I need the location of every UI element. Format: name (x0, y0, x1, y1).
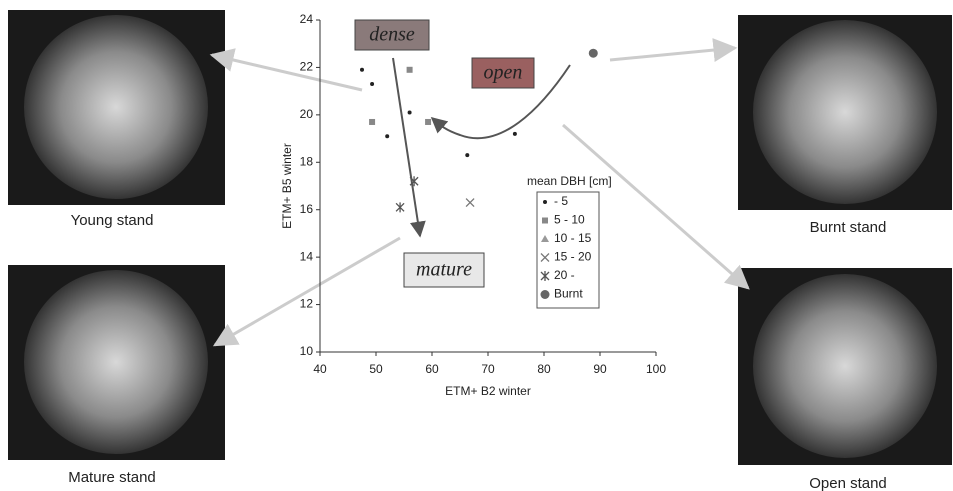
y-axis-label: ETM+ B5 winter (280, 143, 294, 229)
point (385, 134, 389, 138)
photo-caption: Burnt stand (810, 219, 887, 236)
photo-young (8, 10, 225, 205)
point (425, 119, 431, 125)
point (396, 202, 404, 212)
point (541, 290, 550, 299)
point (407, 67, 413, 73)
photo-caption: Young stand (71, 212, 154, 229)
y-tick-label: 20 (300, 107, 314, 121)
annotation: mature (416, 259, 472, 281)
legend-label: 20 - (554, 268, 575, 282)
legend-label: Burnt (554, 287, 583, 301)
point (370, 82, 374, 86)
annotation: dense (369, 24, 415, 46)
x-tick-label: 100 (646, 362, 666, 376)
point (408, 110, 412, 114)
photo-caption: Mature stand (68, 469, 156, 486)
x-tick-label: 80 (537, 362, 551, 376)
photo-open (738, 268, 952, 465)
photo-burnt (738, 15, 952, 210)
y-tick-label: 12 (300, 297, 314, 311)
y-tick-label: 24 (300, 12, 314, 26)
point (369, 119, 375, 125)
photo-caption: Open stand (809, 475, 887, 491)
y-tick-label: 18 (300, 154, 314, 168)
point (589, 49, 598, 58)
point (513, 132, 517, 136)
legend-label: - 5 (554, 194, 568, 208)
legend-label: 10 - 15 (554, 231, 592, 245)
y-tick-label: 14 (300, 249, 314, 263)
annotation: open (484, 62, 523, 84)
point (543, 200, 547, 204)
point (542, 218, 548, 224)
x-tick-label: 60 (425, 362, 439, 376)
x-axis-label: ETM+ B2 winter (445, 384, 531, 398)
y-tick-label: 10 (300, 344, 314, 358)
legend-title: mean DBH [cm] (527, 174, 612, 188)
x-tick-label: 90 (593, 362, 607, 376)
x-tick-label: 70 (481, 362, 495, 376)
point (465, 153, 469, 157)
x-tick-label: 40 (313, 362, 327, 376)
y-tick-label: 22 (300, 60, 314, 74)
legend-label: 5 - 10 (554, 213, 585, 227)
y-tick-label: 16 (300, 202, 314, 216)
point (360, 68, 364, 72)
point (466, 199, 474, 207)
legend-label: 15 - 20 (554, 250, 592, 264)
photo-mature (8, 265, 225, 460)
point (541, 271, 549, 281)
point (541, 235, 549, 242)
x-tick-label: 50 (369, 362, 383, 376)
figure: Young stand Mature stand Burnt stand Ope… (0, 0, 953, 491)
point (541, 254, 549, 262)
